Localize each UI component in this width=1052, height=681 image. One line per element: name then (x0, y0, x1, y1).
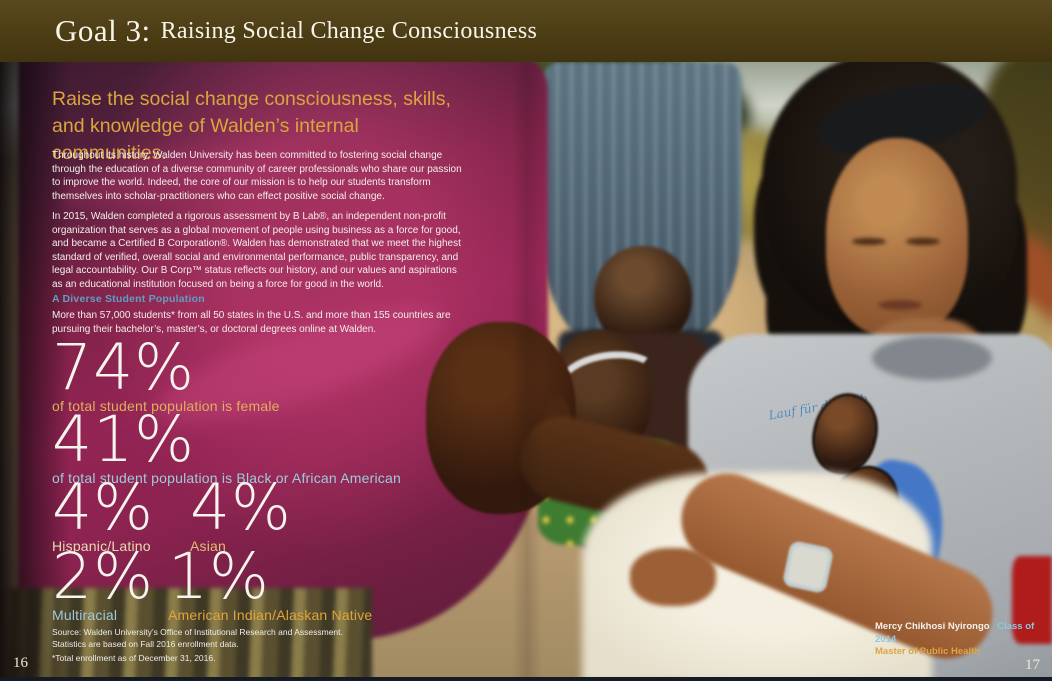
stat-asian: 4% Asian (189, 471, 292, 554)
eyebrow (906, 238, 940, 245)
photo-vignette (0, 62, 1052, 681)
stat-value: 4% (52, 471, 154, 544)
stat-multiracial: 2% Multiracial (52, 540, 154, 623)
stat-hispanic-latino: 4% Hispanic/Latino (52, 471, 154, 554)
stat-female: 74% of total student population is femal… (52, 331, 280, 414)
diversity-paragraph: More than 57,000 students* from all 50 s… (52, 310, 451, 335)
health-worker-hand (630, 548, 716, 606)
stat-value: 2% (52, 540, 154, 613)
intro-paragraph-1: Throughout its history, Walden Universit… (52, 150, 462, 202)
page-number-left: 16 (13, 655, 28, 671)
stat-label: Asian (189, 538, 226, 554)
source-line-1: Source: Walden University’s Office of In… (52, 627, 343, 637)
page-title: Raising Social Change Consciousness (160, 17, 538, 44)
stat-label: of total student population is female (52, 398, 280, 414)
stat-label: American Indian/Alaskan Native (167, 607, 373, 623)
goal-label: Goal 3: (55, 13, 151, 48)
diversity-subheading: A Diverse Student Population (52, 293, 205, 305)
stat-value: 74% (52, 331, 196, 404)
stat-value: 4% (189, 471, 292, 544)
stat-american-indian-alaskan-native: 1% American Indian/Alaskan Native (167, 540, 373, 623)
stat-value: 41% (52, 403, 196, 476)
stat-row: 4% Hispanic/Latino 4% Asian (52, 471, 292, 554)
header-bar: Goal 3: Raising Social Change Consciousn… (0, 0, 1052, 62)
mouth (878, 300, 922, 310)
caption-line-1: Mercy Chikhosi Nyirongo Class of 2014 (875, 621, 1052, 646)
enrollment-footnote: *Total enrollment as of December 31, 201… (52, 653, 216, 663)
red-object (1012, 556, 1052, 644)
stat-label: of total student population is Black or … (52, 470, 401, 486)
stat-label: Hispanic/Latino (52, 538, 151, 554)
caption-name: Mercy Chikhosi Nyirongo (875, 621, 990, 632)
photo-caption: Mercy Chikhosi Nyirongo Class of 2014 Ma… (875, 621, 1052, 659)
caption-degree: Master of Public Health (875, 646, 981, 657)
tshirt-collar-shadow (872, 336, 992, 380)
left-edge-shadow (0, 62, 70, 681)
stat-value: 1% (167, 540, 270, 613)
eyebrow (852, 238, 886, 245)
source-note: Source: Walden University’s Office of In… (52, 627, 343, 650)
stat-row: 2% Multiracial 1% American Indian/Alaska… (52, 540, 373, 623)
bottom-edge-strip (0, 677, 1052, 681)
section-heading: Raise the social change consciousness, s… (52, 88, 451, 164)
stat-black-african-american: 41% of total student population is Black… (52, 403, 401, 486)
page-gutter-shadow (512, 62, 542, 681)
stat-label: Multiracial (52, 607, 118, 623)
source-line-2: Statistics are based on Fall 2016 enroll… (52, 638, 239, 649)
intro-paragraph-2: In 2015, Walden completed a rigorous ass… (52, 211, 461, 290)
page-number-right: 17 (1025, 657, 1040, 673)
caption-class-year: Class of 2014 (875, 621, 1035, 645)
